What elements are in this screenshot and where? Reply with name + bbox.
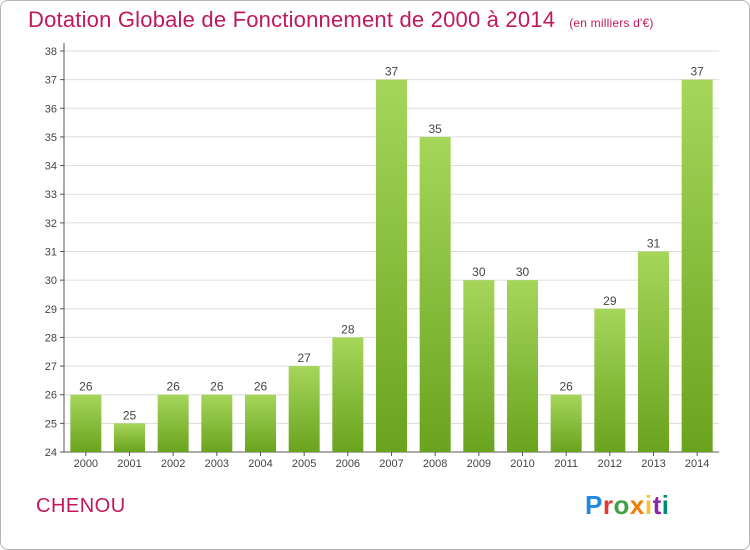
proxiti-logo: Proxiti bbox=[585, 490, 669, 521]
y-tick-label: 32 bbox=[45, 218, 57, 230]
data-label: 35 bbox=[428, 122, 442, 136]
x-tick-label: 2008 bbox=[423, 458, 447, 470]
y-tick-label: 24 bbox=[45, 447, 57, 459]
logo-letter: i bbox=[644, 490, 653, 520]
chart-unit: (en milliers d'€) bbox=[569, 16, 654, 30]
x-tick-label: 2004 bbox=[248, 458, 272, 470]
data-label: 30 bbox=[472, 265, 486, 279]
data-label: 29 bbox=[603, 294, 617, 308]
x-tick-label: 2010 bbox=[510, 458, 534, 470]
bar bbox=[550, 394, 582, 452]
x-tick-label: 2011 bbox=[554, 458, 578, 470]
bar bbox=[507, 280, 538, 452]
y-tick-label: 26 bbox=[45, 390, 57, 402]
bar bbox=[376, 79, 407, 453]
data-label: 26 bbox=[210, 380, 224, 394]
y-tick-label: 33 bbox=[45, 189, 57, 201]
logo-letter: o bbox=[613, 490, 630, 520]
y-tick-label: 25 bbox=[45, 418, 57, 430]
data-label: 28 bbox=[341, 322, 355, 336]
bar bbox=[245, 394, 276, 452]
bar bbox=[419, 136, 451, 452]
bar bbox=[463, 280, 495, 452]
y-tick-label: 31 bbox=[45, 247, 57, 259]
data-label: 37 bbox=[385, 65, 399, 79]
data-label: 27 bbox=[297, 351, 311, 365]
x-tick-label: 2006 bbox=[336, 458, 360, 470]
logo-letter: i bbox=[661, 490, 670, 520]
logo-letter: r bbox=[602, 490, 614, 520]
y-tick-label: 29 bbox=[45, 304, 57, 316]
x-tick-label: 2001 bbox=[117, 458, 141, 470]
y-tick-label: 38 bbox=[45, 46, 57, 58]
bar bbox=[70, 394, 102, 452]
data-label: 37 bbox=[690, 65, 704, 79]
y-tick-label: 27 bbox=[45, 361, 57, 373]
bar bbox=[681, 79, 713, 453]
y-tick-label: 37 bbox=[45, 75, 57, 87]
y-tick-label: 35 bbox=[45, 132, 57, 144]
bar bbox=[114, 423, 145, 452]
x-tick-label: 2007 bbox=[379, 458, 403, 470]
town-name: CHENOU bbox=[36, 495, 126, 517]
data-label: 25 bbox=[123, 408, 137, 422]
y-tick-label: 28 bbox=[45, 332, 57, 344]
data-label: 30 bbox=[516, 265, 530, 279]
y-tick-label: 30 bbox=[45, 275, 57, 287]
logo-letter: x bbox=[629, 490, 645, 520]
bar bbox=[594, 308, 626, 452]
data-label: 31 bbox=[647, 237, 661, 251]
y-tick-label: 36 bbox=[45, 103, 57, 115]
x-tick-label: 2012 bbox=[598, 458, 622, 470]
x-tick-label: 2002 bbox=[161, 458, 185, 470]
chart-title-text: Dotation Globale de Fonctionnement de 20… bbox=[28, 7, 556, 32]
data-label: 26 bbox=[79, 380, 93, 394]
x-tick-label: 2000 bbox=[74, 458, 98, 470]
x-tick-label: 2003 bbox=[205, 458, 229, 470]
x-tick-label: 2005 bbox=[292, 458, 316, 470]
chart-title: Dotation Globale de Fonctionnement de 20… bbox=[28, 7, 654, 33]
x-tick-label: 2014 bbox=[685, 458, 709, 470]
y-tick-label: 34 bbox=[45, 161, 57, 173]
bar bbox=[288, 366, 320, 452]
data-label: 26 bbox=[559, 380, 573, 394]
data-label: 26 bbox=[166, 380, 180, 394]
data-label: 26 bbox=[254, 380, 268, 394]
x-tick-label: 2009 bbox=[467, 458, 491, 470]
bar bbox=[201, 394, 233, 452]
bar bbox=[638, 251, 669, 452]
logo-letter: P bbox=[585, 490, 603, 520]
bar bbox=[157, 394, 189, 452]
x-tick-label: 2013 bbox=[641, 458, 665, 470]
logo-letter: t bbox=[652, 490, 662, 520]
bar bbox=[332, 337, 364, 452]
